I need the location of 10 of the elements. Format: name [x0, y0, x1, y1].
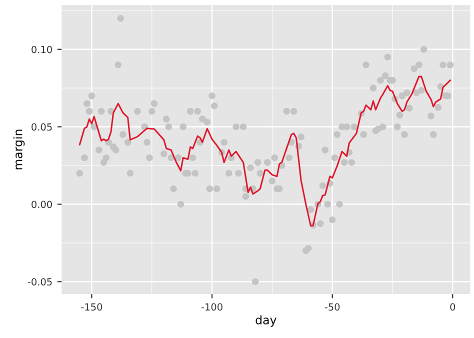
y-axis-title: margin	[13, 130, 25, 170]
x-axis-title: day	[256, 315, 276, 327]
y-tick-label: 0.10	[32, 46, 52, 54]
y-tick-label: 0.05	[32, 123, 52, 131]
y-tick-label: 0.00	[32, 200, 52, 208]
y-tick-label: -0.05	[28, 278, 52, 286]
x-tick-label: -150	[81, 303, 102, 311]
x-tick-label: -100	[201, 303, 222, 311]
x-tick-label: -50	[324, 303, 340, 311]
x-tick-label: 0	[450, 303, 456, 311]
